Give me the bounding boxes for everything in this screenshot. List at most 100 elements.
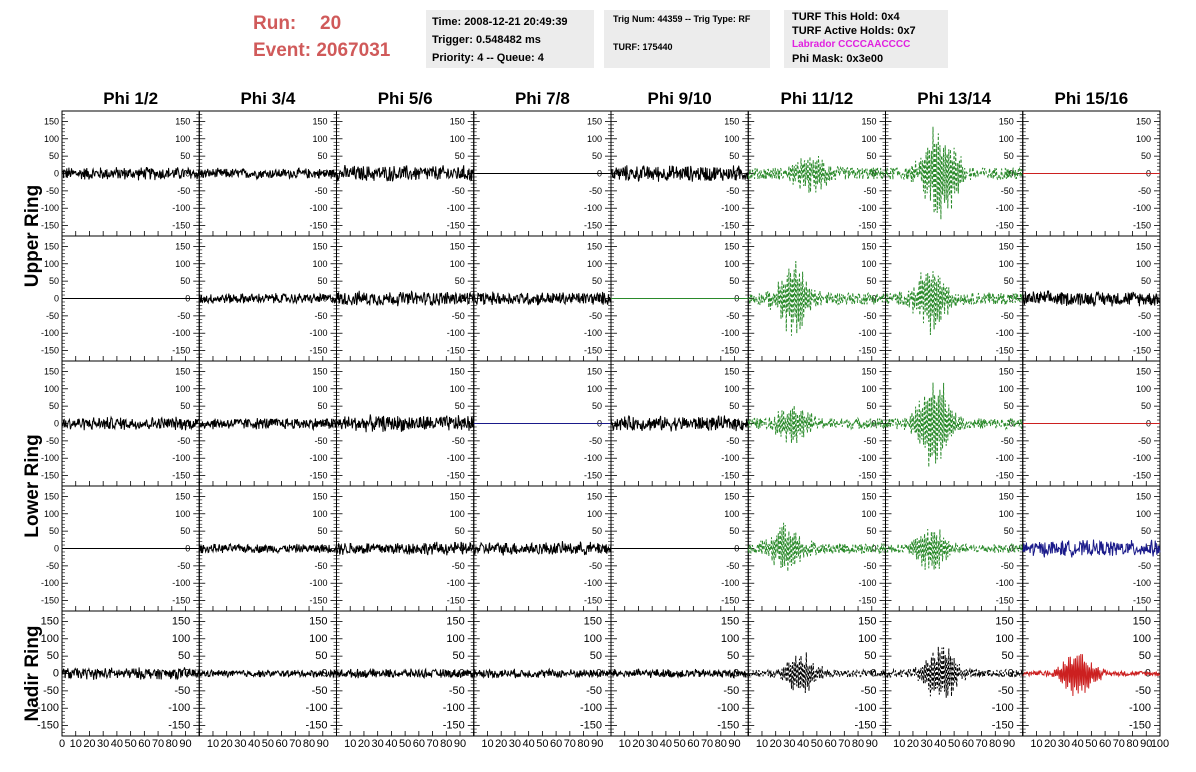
y-tick-label: -150: [992, 720, 1014, 732]
waveform-trace: [336, 667, 475, 680]
x-tick-label: 80: [166, 738, 178, 750]
waveform-trace: [198, 542, 337, 555]
y-tick-label: 100: [587, 259, 602, 269]
y-tick-label: 150: [1136, 491, 1151, 501]
x-tick-label: 30: [646, 738, 658, 750]
y-tick-label: -150: [172, 596, 190, 606]
y-tick-label: -50: [726, 311, 739, 321]
x-tick-label: 60: [824, 738, 836, 750]
y-tick-label: -50: [586, 685, 602, 697]
x-tick-label: 30: [921, 738, 933, 750]
y-tick-label: -100: [41, 203, 59, 213]
y-tick-label: -50: [43, 685, 59, 697]
waveform-trace: [747, 155, 886, 193]
x-tick-label: 70: [838, 738, 850, 750]
trig-num-text: Trig Num: 44359 -- Trig Type: RF: [613, 14, 751, 24]
y-tick-label: 50: [1004, 401, 1014, 411]
x-tick-label: 10: [344, 738, 356, 750]
y-tick-label: 50: [866, 151, 876, 161]
waveform-trace: [747, 652, 886, 694]
y-tick-label: 0: [185, 419, 190, 429]
x-tick-label: 20: [358, 738, 370, 750]
y-tick-label: -100: [1133, 453, 1151, 463]
y-tick-label: 0: [53, 668, 59, 680]
y-tick-label: -100: [309, 203, 327, 213]
y-tick-label: 50: [180, 151, 190, 161]
x-tick-label: 90: [179, 738, 191, 750]
waveform-trace: [336, 290, 475, 307]
x-tick-label: 0: [59, 738, 65, 750]
y-tick-label: -50: [452, 186, 465, 196]
waveform-trace: [1022, 539, 1161, 558]
y-tick-label: -100: [309, 453, 327, 463]
y-tick-label: 100: [999, 259, 1014, 269]
y-tick-label: -100: [443, 702, 465, 714]
y-tick-label: 100: [724, 259, 739, 269]
y-tick-label: 50: [1141, 276, 1151, 286]
y-tick-label: 100: [44, 259, 59, 269]
y-tick-label: 0: [734, 419, 739, 429]
y-tick-label: -50: [863, 311, 876, 321]
y-tick-label: 150: [175, 116, 190, 126]
labrador-text: Labrador CCCCAACCCC: [792, 39, 911, 50]
y-tick-label: -150: [584, 596, 602, 606]
y-tick-label: 50: [1141, 401, 1151, 411]
y-tick-label: 50: [1004, 151, 1014, 161]
x-tick-label: 90: [728, 738, 740, 750]
y-tick-label: 0: [1009, 169, 1014, 179]
y-tick-label: -100: [309, 578, 327, 588]
x-tick-label: 70: [1113, 738, 1125, 750]
y-tick-label: -150: [996, 346, 1014, 356]
waveform-trace: [336, 165, 475, 182]
x-tick-label: 80: [989, 738, 1001, 750]
y-tick-label: -50: [452, 311, 465, 321]
y-tick-label: 100: [861, 509, 876, 519]
y-tick-label: 50: [49, 526, 59, 536]
y-tick-label: 100: [312, 259, 327, 269]
y-tick-label: -100: [41, 328, 59, 338]
waveform-trace: [885, 126, 1024, 220]
y-tick-label: -50: [726, 436, 739, 446]
x-tick-label: 60: [550, 738, 562, 750]
y-tick-label: -150: [309, 346, 327, 356]
y-tick-label: -50: [314, 436, 327, 446]
y-tick-label: -150: [1129, 720, 1151, 732]
x-tick-label: 70: [426, 738, 438, 750]
waveform-trace: [473, 291, 612, 306]
y-tick-label: -150: [172, 221, 190, 231]
y-tick-label: -50: [46, 311, 59, 321]
x-tick-label: 50: [536, 738, 548, 750]
x-tick-label: 90: [454, 738, 466, 750]
y-tick-label: -100: [309, 328, 327, 338]
x-tick-label: 60: [687, 738, 699, 750]
y-tick-label: -100: [858, 578, 876, 588]
x-tick-label: 90: [317, 738, 329, 750]
x-tick-label: 40: [660, 738, 672, 750]
y-tick-label: -100: [721, 328, 739, 338]
y-tick-label: 150: [44, 366, 59, 376]
x-tick-label: 40: [934, 738, 946, 750]
x-tick-label: 90: [1140, 738, 1152, 750]
y-tick-label: 50: [592, 276, 602, 286]
y-tick-label: 100: [861, 259, 876, 269]
y-tick-label: 50: [592, 401, 602, 411]
column-title: Phi 5/6: [378, 89, 433, 108]
y-tick-label: 150: [175, 491, 190, 501]
y-tick-label: 0: [54, 169, 59, 179]
y-tick-label: 50: [453, 650, 465, 662]
y-tick-label: -50: [589, 186, 602, 196]
x-tick-label: 30: [783, 738, 795, 750]
x-tick-label: 50: [948, 738, 960, 750]
trigger-info-box: Trig Num: 44359 -- Trig Type: RF TURF: 1…: [604, 10, 770, 68]
y-tick-label: -150: [584, 471, 602, 481]
y-tick-label: -100: [1133, 328, 1151, 338]
waveform-trace: [610, 668, 749, 679]
y-tick-label: -150: [584, 221, 602, 231]
